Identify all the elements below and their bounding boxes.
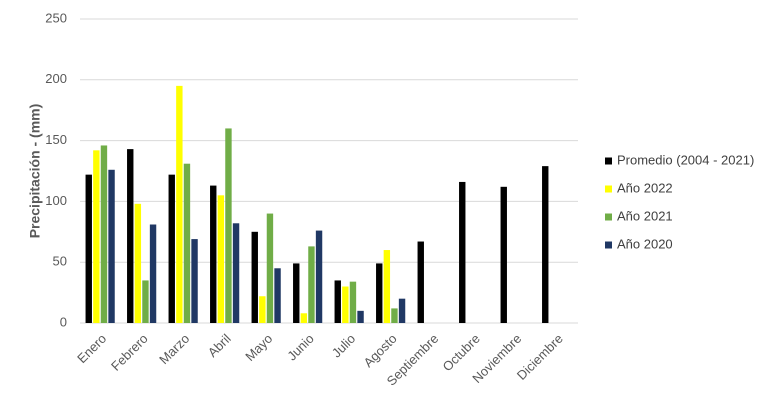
bar	[168, 174, 175, 323]
bar	[217, 195, 225, 323]
bar	[93, 150, 100, 323]
bar	[391, 308, 398, 323]
bar	[134, 203, 142, 323]
x-tick-label: Enero	[74, 331, 109, 366]
y-tick-label: 50	[53, 254, 67, 269]
bar	[191, 239, 198, 323]
bar	[176, 85, 183, 323]
x-tick-label: Diciembre	[514, 331, 566, 383]
bar	[308, 246, 315, 323]
bar	[383, 250, 391, 323]
bar	[417, 241, 424, 323]
bar	[293, 263, 300, 323]
bar	[459, 181, 466, 323]
x-tick-label: Mayo	[242, 331, 275, 364]
bar	[251, 231, 258, 323]
legend-swatch	[605, 157, 612, 165]
x-tick-label: Agosto	[361, 331, 400, 370]
bar	[149, 224, 157, 323]
x-tick-label: Febrero	[108, 331, 151, 374]
x-tick-label: Marzo	[156, 331, 192, 367]
bar	[542, 166, 549, 323]
legend-swatch	[605, 185, 612, 193]
x-tick-label: Abril	[205, 331, 234, 360]
legend-label: Promedio (2004 - 2021)	[617, 152, 754, 167]
bar	[142, 280, 149, 323]
x-tick-label: Julio	[329, 331, 359, 361]
bar	[232, 223, 240, 323]
y-tick-label: 250	[45, 10, 67, 25]
bar	[274, 268, 281, 323]
bar	[266, 213, 274, 323]
y-tick-label: 100	[45, 193, 67, 208]
y-tick-label: 0	[60, 314, 67, 329]
y-tick-label: 150	[45, 132, 67, 147]
bar	[108, 169, 115, 323]
bar	[210, 185, 217, 323]
bar	[398, 298, 406, 323]
bar	[300, 313, 308, 323]
legend-label: Año 2022	[617, 180, 673, 195]
bar	[376, 263, 383, 323]
legend-swatch	[605, 213, 612, 221]
bar	[100, 145, 108, 323]
bar	[259, 296, 266, 323]
bar	[349, 281, 357, 323]
y-tick-label: 200	[45, 71, 67, 86]
legend-swatch	[605, 241, 612, 249]
bar	[315, 230, 323, 323]
bar	[500, 186, 507, 323]
x-tick-label: Junio	[284, 331, 317, 364]
legend-label: Año 2021	[617, 208, 673, 223]
bar	[334, 280, 341, 323]
legend-label: Año 2020	[617, 236, 673, 251]
bar	[357, 310, 364, 323]
bar	[225, 128, 232, 323]
bar	[85, 174, 92, 323]
bar	[127, 149, 134, 323]
bar	[342, 286, 349, 323]
y-axis-label: Precipitación - (mm)	[27, 104, 43, 239]
bar	[183, 163, 191, 323]
